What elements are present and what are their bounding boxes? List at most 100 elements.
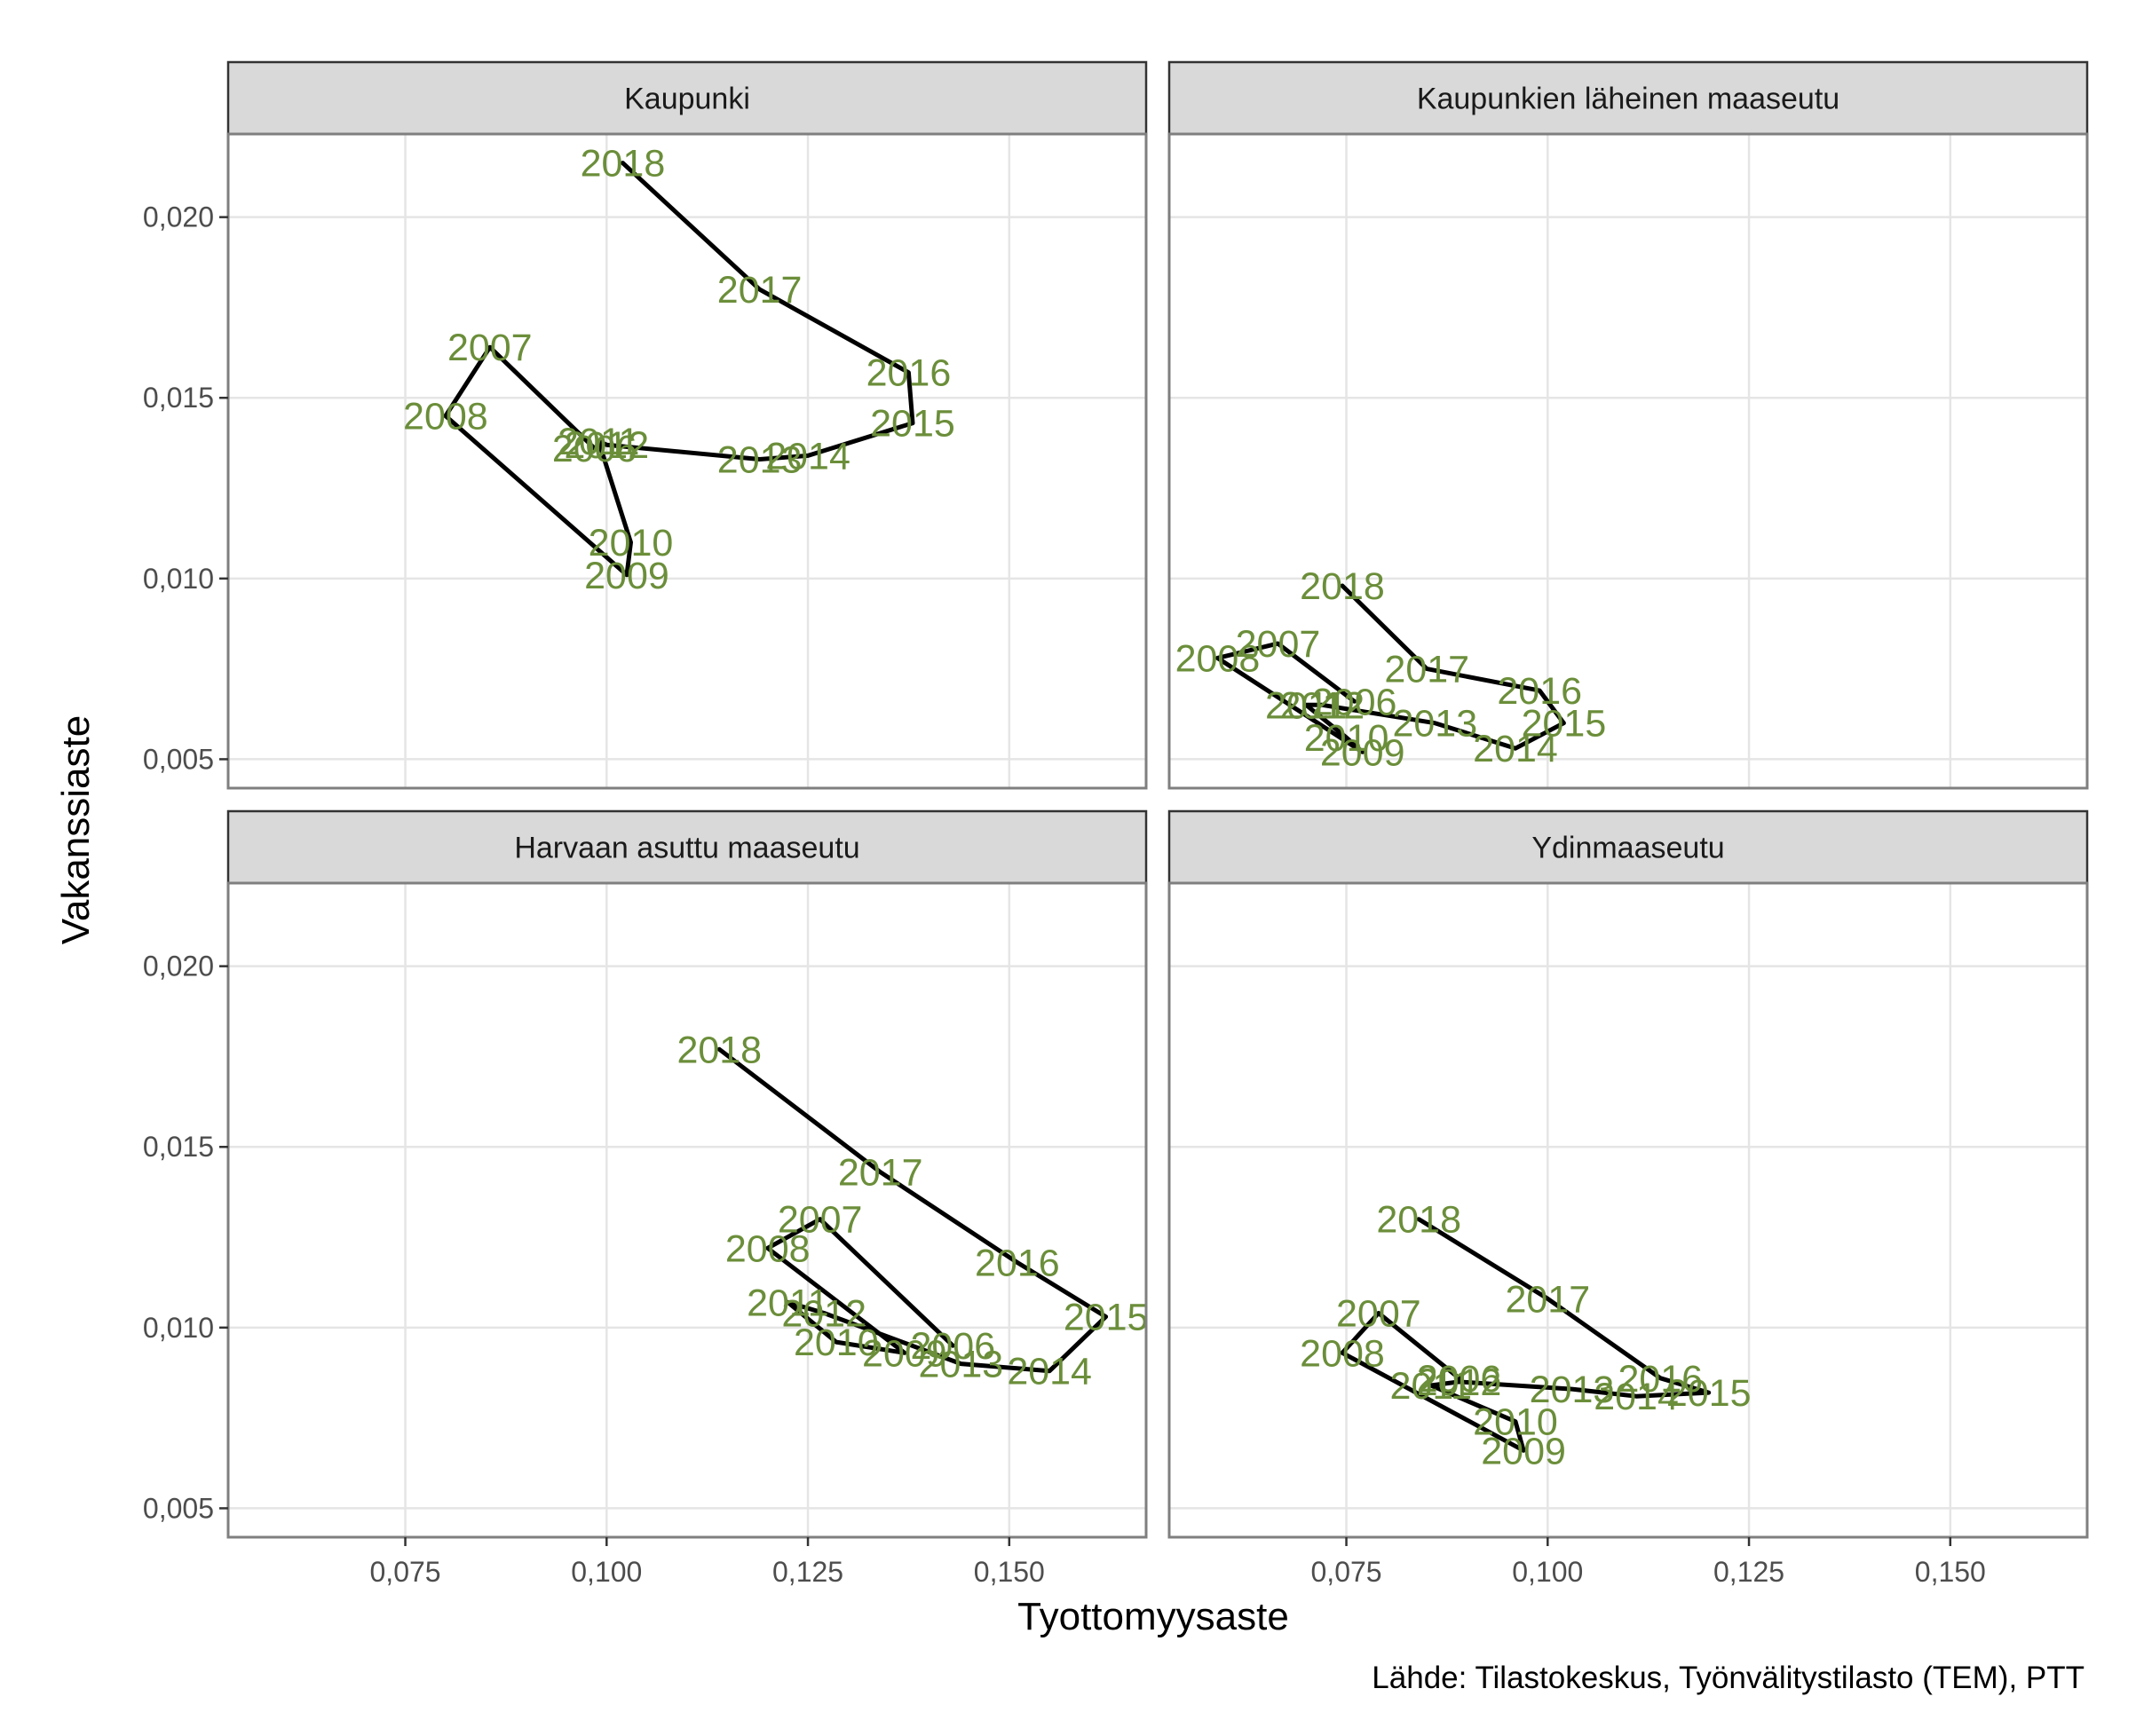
panel-2-label-2018: 2018	[1300, 565, 1385, 608]
panel-1-label-2017: 2017	[717, 269, 803, 312]
panel-2-border	[1167, 132, 2089, 790]
panel-1-strip	[226, 60, 1148, 136]
panel-3-y-tick-label-4: 0,020	[143, 951, 214, 982]
panel-2-label-2016: 2016	[1497, 670, 1582, 713]
panel-4-label-2011: 2011	[1390, 1365, 1472, 1408]
panel-4-x-tick-label-4: 0,150	[1915, 1556, 1986, 1588]
panel-2-path	[1214, 583, 1566, 754]
panel-4-label-2015: 2015	[1666, 1372, 1752, 1415]
panel-3-label-2008: 2008	[725, 1227, 811, 1270]
panel-2-label-2006: 2006	[1312, 681, 1397, 723]
panel-3: Harvaan asuttu maaseutu20062007200820092…	[226, 809, 1149, 1539]
panel-2: Kaupunkien läheinen maaseutu 2006 20072008…	[1167, 60, 2089, 790]
panel-3-x-tick-label-4: 0,150	[974, 1556, 1045, 1588]
panel-1-label-2013: 2013	[717, 438, 803, 481]
panel-1-label-2018: 2018	[581, 143, 666, 185]
panel-3-label-2013: 2013	[919, 1344, 1004, 1386]
x-axis-title: Tyottomyysaste	[1017, 1595, 1289, 1638]
panel-2-label-2009: 2009	[1320, 731, 1405, 774]
panel-3-label-2006: 2006	[910, 1325, 995, 1368]
panel-3-background	[228, 883, 1146, 1537]
panel-4-title: Ydinmaaseutu	[1531, 832, 1724, 865]
source-caption: Lähde: Tilastokeskus, Työnvälitystilasto…	[1372, 1661, 2085, 1695]
panel-3-label-2010: 2010	[794, 1322, 879, 1364]
axes-group: 0,005 0,010 0,015 0,020 0,005 0,010 0,015 0,020…	[143, 201, 1986, 1588]
panel-3-label-2009: 2009	[862, 1332, 947, 1375]
panel-1-label-2008: 2008	[403, 396, 488, 438]
panel-3-x-tick-label-1: 0,075	[370, 1556, 441, 1588]
panel-4-background	[1169, 883, 2087, 1537]
panel-4-path	[1340, 1217, 1712, 1453]
panel-4-label-2008: 2008	[1300, 1332, 1385, 1375]
panel-2-label-2012: 2012	[1279, 684, 1365, 727]
panel-1-y-tick-label-3: 0,015	[143, 382, 214, 414]
panel-2-label-2010: 2010	[1304, 717, 1389, 760]
panel-3-x-tick-label-3: 0,125	[772, 1556, 843, 1588]
panel-4-label-2010: 2010	[1473, 1401, 1558, 1444]
panel-1-label-2015: 2015	[870, 403, 955, 446]
panel-3-label-2011: 2011	[747, 1282, 828, 1324]
panel-3-y-tick-label-2: 0,010	[143, 1312, 214, 1344]
panel-4-label-2007: 2007	[1336, 1293, 1421, 1336]
panel-2-label-2014: 2014	[1473, 728, 1558, 770]
panel-3-x-tick-label-2: 0,100	[571, 1556, 642, 1588]
panel-1-label-2010: 2010	[589, 522, 674, 564]
y-axis-title: Vakanssiaste	[54, 715, 98, 944]
panel-2-strip	[1167, 60, 2089, 136]
panel-2-label-2008: 2008	[1175, 637, 1261, 680]
panel-4-label-2014: 2014	[1594, 1376, 1679, 1418]
panel-4-label-2012: 2012	[1417, 1361, 1502, 1404]
panel-2-label-2011: 2011	[1265, 684, 1347, 727]
panel-1-path	[443, 161, 915, 578]
panel-3-strip	[226, 809, 1148, 885]
panel-1-label-2007: 2007	[447, 327, 533, 369]
panel-2-label-2015: 2015	[1522, 703, 1607, 746]
panel-3-path	[716, 1046, 1109, 1374]
panel-1-background	[228, 134, 1146, 788]
panel-1-title: Kaupunki	[624, 83, 750, 116]
panel-1-label-2009: 2009	[584, 555, 669, 597]
panel-2-label-2013: 2013	[1392, 703, 1477, 746]
panel-1-label-2011: 2011	[558, 421, 639, 463]
panel-4-label-2016: 2016	[1618, 1358, 1703, 1401]
panel-4-strip	[1167, 809, 2089, 885]
panel-4-label-2009: 2009	[1481, 1430, 1566, 1472]
panel-1-y-tick-label-4: 0,020	[143, 201, 214, 233]
panel-1-y-tick-label-1: 0,005	[143, 743, 214, 775]
panel-3-border	[226, 881, 1148, 1539]
panel-1-label-2016: 2016	[866, 352, 952, 395]
panel-1-y-tick-label-2: 0,010	[143, 563, 214, 595]
panel-2-label-2007: 2007	[1236, 623, 1321, 666]
panel-3-label-2018: 2018	[676, 1029, 762, 1071]
panel-3-label-2016: 2016	[975, 1243, 1060, 1285]
panel-3-label-2017: 2017	[838, 1152, 923, 1195]
panel-3-title: Harvaan asuttu maaseutu	[514, 832, 859, 865]
panel-4-x-tick-label-3: 0,125	[1713, 1556, 1784, 1588]
panel-3-label-2012: 2012	[781, 1293, 866, 1336]
panel-2-title: Kaupunkien läheinen maaseutu	[1417, 83, 1839, 116]
panel-4-label-2017: 2017	[1505, 1278, 1590, 1321]
panel-1-border	[226, 132, 1148, 790]
panel-4-x-tick-label-1: 0,075	[1311, 1556, 1382, 1588]
panel-3-y-tick-label-1: 0,005	[143, 1492, 214, 1524]
panel-4-label-2006: 2006	[1417, 1358, 1502, 1401]
panel-4-border	[1167, 881, 2089, 1539]
panel-3-label-2015: 2015	[1064, 1297, 1149, 1339]
panel-1-label-2006: 2006	[552, 428, 637, 470]
panel-3-y-tick-label-3: 0,015	[143, 1131, 214, 1163]
panel-2-label-2017: 2017	[1384, 649, 1469, 691]
panel-4-label-2018: 2018	[1376, 1199, 1461, 1242]
panel-3-label-2014: 2014	[1007, 1351, 1092, 1393]
panel-1-label-2014: 2014	[765, 435, 850, 477]
panel-3-label-2007: 2007	[778, 1199, 863, 1242]
panel-4-x-tick-label-2: 0,100	[1512, 1556, 1583, 1588]
panel-4-label-2013: 2013	[1530, 1369, 1615, 1411]
